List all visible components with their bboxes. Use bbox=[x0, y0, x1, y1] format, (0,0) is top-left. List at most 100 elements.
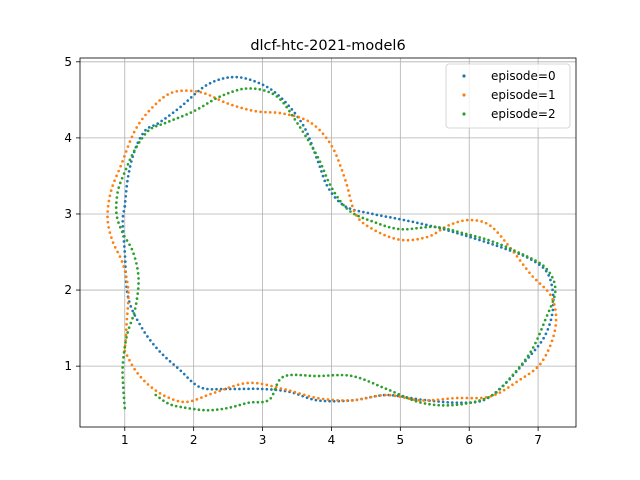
scatter-point bbox=[354, 375, 358, 379]
scatter-point bbox=[206, 387, 209, 391]
scatter-point bbox=[197, 106, 201, 110]
scatter-point bbox=[120, 260, 124, 263]
scatter-point bbox=[253, 87, 257, 91]
scatter-point bbox=[248, 78, 252, 82]
scatter-point bbox=[514, 369, 518, 373]
scatter-point bbox=[143, 379, 146, 383]
scatter-point bbox=[345, 399, 349, 402]
scatter-point bbox=[220, 407, 224, 411]
scatter-point bbox=[179, 105, 182, 109]
scatter-point bbox=[447, 224, 450, 227]
scatter-point bbox=[554, 324, 558, 327]
scatter-point bbox=[303, 374, 307, 377]
scatter-point bbox=[118, 225, 122, 229]
scatter-point bbox=[186, 376, 189, 379]
scatter-point bbox=[194, 90, 198, 93]
scatter-point bbox=[378, 231, 382, 235]
scatter-point bbox=[135, 318, 139, 322]
scatter-point bbox=[180, 114, 184, 118]
scatter-point bbox=[264, 110, 267, 114]
scatter-point bbox=[158, 99, 161, 102]
scatter-point bbox=[456, 220, 460, 224]
scatter-point bbox=[411, 220, 415, 224]
scatter-point bbox=[363, 378, 366, 382]
y-tick-label: 4 bbox=[64, 131, 72, 145]
scatter-point bbox=[147, 125, 151, 129]
scatter-point bbox=[324, 174, 328, 177]
scatter-point bbox=[108, 194, 112, 198]
scatter-point bbox=[517, 366, 521, 369]
scatter-point bbox=[154, 389, 158, 392]
scatter-point bbox=[384, 387, 388, 391]
scatter-point bbox=[495, 391, 498, 394]
scatter-point bbox=[538, 282, 542, 285]
scatter-point bbox=[431, 398, 435, 402]
scatter-point bbox=[183, 406, 187, 410]
scatter-point bbox=[123, 401, 126, 405]
legend-marker bbox=[462, 93, 466, 97]
scatter-point bbox=[324, 136, 328, 140]
scatter-point bbox=[520, 362, 524, 366]
scatter-point bbox=[106, 204, 110, 208]
scatter-point bbox=[398, 217, 401, 221]
scatter-point bbox=[312, 395, 315, 399]
scatter-point bbox=[420, 222, 424, 226]
scatter-point bbox=[123, 255, 127, 258]
scatter-point bbox=[130, 135, 134, 139]
scatter-point bbox=[513, 249, 516, 252]
scatter-point bbox=[545, 267, 549, 271]
scatter-point bbox=[233, 387, 237, 391]
scatter-point bbox=[146, 335, 149, 338]
scatter-point bbox=[360, 397, 363, 401]
scatter-point bbox=[127, 291, 130, 294]
scatter-point bbox=[345, 373, 348, 377]
scatter-point bbox=[161, 353, 165, 357]
scatter-point bbox=[275, 95, 279, 98]
scatter-point bbox=[260, 382, 264, 386]
scatter-point bbox=[288, 109, 291, 113]
scatter-point bbox=[212, 79, 216, 83]
scatter-point bbox=[441, 400, 445, 404]
scatter-point bbox=[294, 373, 298, 377]
scatter-point bbox=[256, 400, 260, 404]
scatter-point bbox=[491, 242, 494, 246]
scatter-point bbox=[251, 400, 255, 404]
y-tick-label: 5 bbox=[64, 55, 72, 69]
scatter-point bbox=[397, 392, 401, 396]
scatter-point bbox=[244, 87, 248, 90]
scatter-point bbox=[406, 227, 409, 231]
scatter-point bbox=[287, 113, 291, 117]
scatter-point bbox=[446, 404, 450, 407]
scatter-point bbox=[433, 225, 437, 229]
scatter-point bbox=[152, 124, 155, 127]
scatter-point bbox=[151, 106, 154, 109]
scatter-point bbox=[504, 247, 508, 251]
scatter-point bbox=[249, 87, 252, 90]
scatter-point bbox=[167, 396, 171, 400]
scatter-point bbox=[226, 76, 229, 79]
scatter-point bbox=[158, 350, 162, 353]
scatter-point bbox=[269, 88, 273, 91]
scatter-point bbox=[122, 391, 125, 395]
scatter-point bbox=[487, 238, 490, 242]
scatter-point bbox=[115, 216, 119, 220]
scatter-point bbox=[122, 356, 125, 359]
scatter-point bbox=[124, 275, 128, 279]
scatter-point bbox=[455, 401, 459, 405]
scatter-point bbox=[125, 354, 129, 357]
scatter-point bbox=[270, 384, 273, 388]
scatter-point bbox=[135, 145, 139, 148]
scatter-point bbox=[311, 147, 315, 150]
scatter-point bbox=[164, 116, 167, 120]
scatter-point bbox=[290, 108, 294, 111]
scatter-point bbox=[132, 149, 136, 153]
scatter-point bbox=[261, 83, 265, 87]
scatter-point bbox=[331, 398, 335, 402]
scatter-point bbox=[335, 154, 338, 157]
scatter-point bbox=[287, 104, 291, 108]
scatter-point bbox=[511, 383, 514, 387]
scatter-point bbox=[278, 111, 282, 115]
scatter-point bbox=[182, 372, 186, 376]
scatter-point bbox=[185, 113, 188, 116]
scatter-point bbox=[121, 366, 124, 369]
